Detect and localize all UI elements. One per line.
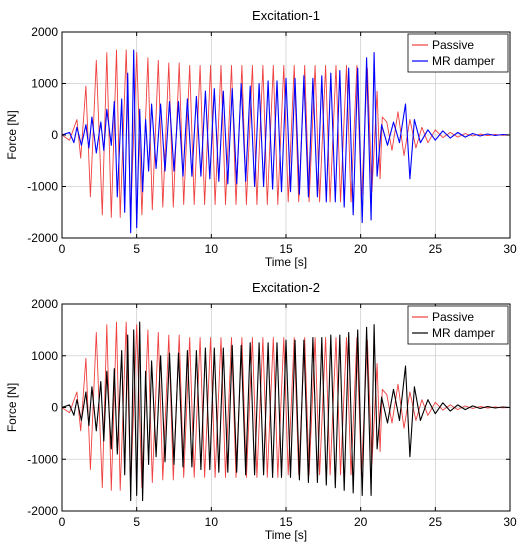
x-axis-label: Time [s] <box>265 255 307 269</box>
y-axis-label: Force [N] <box>5 110 19 159</box>
legend-label: Passive <box>432 38 474 52</box>
legend-label: MR damper <box>432 326 495 340</box>
x-tick-label: 15 <box>279 515 293 529</box>
y-tick-label: -1000 <box>27 452 58 466</box>
legend-label: Passive <box>432 310 474 324</box>
legend-box <box>407 305 509 345</box>
legend: Passive MR damper <box>407 305 509 345</box>
x-tick-label: 20 <box>354 515 368 529</box>
chart-title: Excitation-2 <box>252 280 320 295</box>
x-tick-label: 20 <box>354 242 368 256</box>
legend-box <box>407 33 509 73</box>
x-tick-label: 15 <box>279 242 293 256</box>
y-tick-label: 1000 <box>31 77 58 91</box>
chart-title: Excitation-1 <box>252 8 320 23</box>
y-tick-label: 0 <box>51 401 58 415</box>
legend: Passive MR damper <box>407 33 509 73</box>
y-tick-label: 2000 <box>31 297 58 311</box>
y-tick-label: 0 <box>51 128 58 142</box>
series-line-mr-damper <box>62 321 510 502</box>
y-tick-label: 1000 <box>31 349 58 363</box>
x-tick-label: 10 <box>205 242 219 256</box>
x-tick-label: 0 <box>59 515 66 529</box>
x-axis-label: Time [s] <box>265 528 307 542</box>
legend-label: MR damper <box>432 54 495 68</box>
x-tick-label: 0 <box>59 242 66 256</box>
chart-excitation-1: 0 5 10 15 20 25 30 -2000 -1000 0 1000 2000 Excitatio… <box>5 8 517 269</box>
x-tick-label: 25 <box>429 515 443 529</box>
y-axis-label: Force [N] <box>5 383 19 432</box>
chart-excitation-2: 0 5 10 15 20 25 30 -2000 -1000 0 1000 2000 Excitatio… <box>5 280 517 542</box>
x-tick-label: 30 <box>503 242 517 256</box>
x-tick-label: 5 <box>133 242 140 256</box>
y-tick-label: -2000 <box>27 231 58 245</box>
y-tick-label: -1000 <box>27 180 58 194</box>
x-tick-label: 25 <box>429 242 443 256</box>
x-tick-label: 30 <box>503 515 517 529</box>
y-tick-label: 2000 <box>31 25 58 39</box>
series-line-mr-damper <box>62 49 510 234</box>
x-tick-label: 5 <box>133 515 140 529</box>
y-tick-label: -2000 <box>27 504 58 518</box>
x-tick-label: 10 <box>205 515 219 529</box>
